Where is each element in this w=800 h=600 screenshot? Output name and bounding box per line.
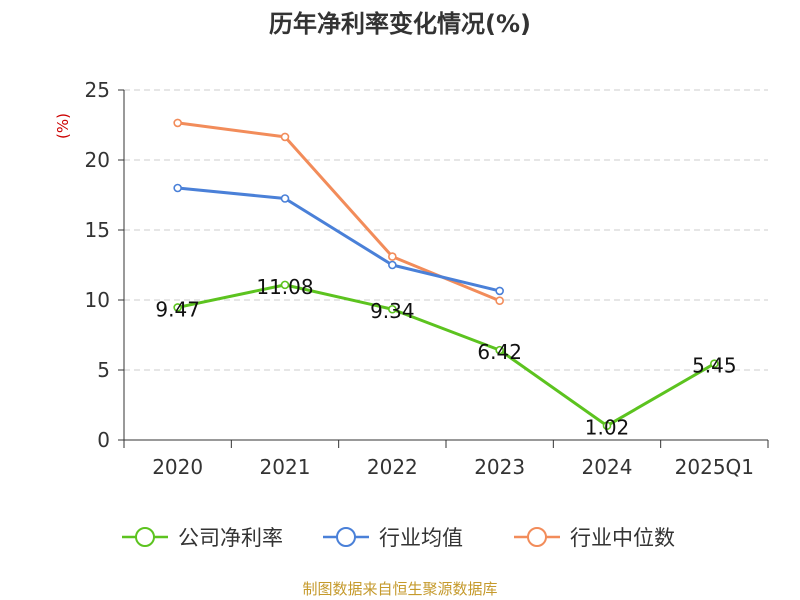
series-line-0	[177, 283, 716, 428]
series-line-2	[177, 121, 501, 303]
data-label-2022: 9.34	[370, 299, 415, 323]
data-label-2024: 1.02	[585, 416, 630, 440]
data-point-0-1	[280, 280, 290, 290]
x-tick-label-2022: 2022	[367, 455, 418, 479]
series-line-1	[177, 186, 501, 293]
x-tick-label-2023: 2023	[474, 455, 525, 479]
data-point-1-3	[495, 286, 504, 296]
data-point-0-0	[173, 303, 182, 312]
data-label-2020: 9.47	[155, 297, 200, 321]
data-point-1-2	[388, 260, 397, 270]
data-point-2-0	[173, 118, 182, 128]
legend-marker-2	[527, 527, 547, 547]
data-point-1-1	[280, 194, 290, 203]
data-point-2-1	[280, 132, 290, 142]
data-point-0-2	[388, 304, 397, 314]
data-point-0-3	[495, 345, 504, 355]
chart-title: 历年净利率变化情况(%)	[269, 10, 531, 38]
data-point-2-3	[495, 296, 504, 306]
y-tick-label: 15	[85, 218, 110, 242]
y-axis-unit-label: (%)	[54, 113, 72, 139]
legend-marker-0	[135, 527, 155, 547]
data-point-0-4	[602, 421, 612, 431]
legend: 公司净利率 行业均值 行业中位数	[122, 526, 675, 550]
data-point-1-0	[173, 183, 182, 193]
data-label-2023: 6.42	[477, 340, 522, 364]
x-tick-label-2021: 2021	[260, 455, 311, 479]
legend-label-2: 行业中位数	[570, 526, 675, 550]
legend-marker-1	[336, 527, 356, 547]
series-lines	[173, 118, 719, 431]
x-tick-label-2025Q1: 2025Q1	[675, 455, 754, 479]
data-label-2021: 11.08	[256, 275, 313, 299]
x-tick-label-2024: 2024	[582, 455, 633, 479]
legend-label-0: 公司净利率	[178, 526, 283, 550]
x-tick-label-2020: 2020	[152, 455, 203, 479]
data-point-0-5	[710, 359, 719, 369]
y-tick-label: 10	[85, 288, 110, 312]
y-tick-label: 0	[97, 428, 110, 452]
axes: 0 5 10 15 20 25 2020 2021 2022 2023 2024 2025Q1 (%)	[54, 78, 769, 479]
y-tick-label: 20	[85, 148, 110, 172]
source-note: 制图数据来自恒生聚源数据库	[302, 580, 498, 598]
y-tick-label: 25	[85, 78, 110, 102]
data-label-2025Q1: 5.45	[692, 354, 737, 378]
data-labels: 9.47 11.08 9.34 6.42 1.02 5.45	[155, 275, 736, 440]
y-tick-label: 5	[97, 358, 110, 382]
legend-label-1: 行业均值	[379, 526, 463, 550]
data-point-2-2	[388, 252, 397, 261]
gridlines	[124, 89, 768, 371]
